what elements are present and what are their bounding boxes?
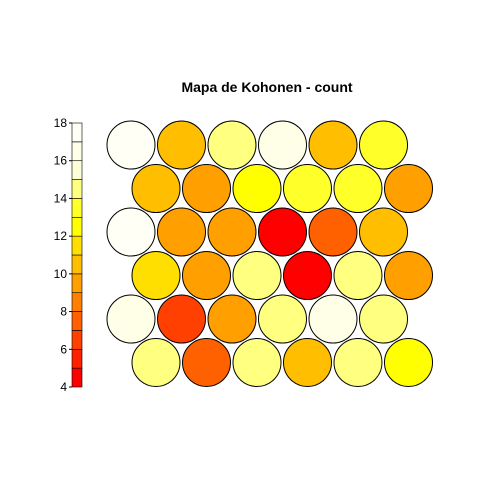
legend-swatch [71, 292, 83, 312]
legend-tick-label: 8 [60, 305, 67, 319]
som-node [232, 164, 282, 213]
som-node [258, 294, 307, 344]
som-node [308, 120, 358, 170]
som-node [283, 338, 332, 387]
som-node [182, 338, 231, 387]
som-node [157, 207, 206, 257]
color-legend [71, 122, 83, 388]
som-node [308, 207, 358, 257]
legend-swatch [71, 122, 83, 143]
legend-tick-label: 6 [60, 342, 67, 356]
legend-swatch [71, 330, 83, 350]
som-node [359, 207, 408, 257]
som-node [157, 120, 206, 170]
legend-tick-label: 18 [54, 116, 68, 130]
som-node [333, 251, 383, 300]
legend-ticks: 4 6 8 10 12 14 16 18 [54, 116, 72, 394]
som-node [333, 338, 383, 387]
legend-tick-label: 10 [54, 267, 68, 281]
som-node [333, 164, 383, 213]
som-node [182, 164, 231, 213]
legend-tick-label: 14 [54, 191, 68, 205]
chart-title: Mapa de Kohonen - count [181, 79, 352, 95]
legend-swatch [71, 367, 83, 388]
legend-swatch [71, 216, 83, 237]
som-node [258, 207, 307, 257]
legend-swatch [71, 254, 83, 275]
som-node [157, 294, 206, 344]
legend-swatch [71, 179, 83, 199]
som-node [283, 164, 332, 213]
som-node [359, 294, 408, 344]
kohonen-grid [106, 120, 433, 387]
som-node [232, 338, 282, 387]
som-node [106, 207, 156, 257]
som-node [283, 251, 332, 300]
legend-swatch [71, 141, 83, 162]
som-node [131, 164, 181, 213]
som-node [106, 294, 156, 344]
legend-tick-label: 4 [60, 380, 67, 394]
legend-swatch [71, 348, 83, 369]
legend-swatch [71, 160, 83, 180]
legend-swatch [71, 311, 83, 331]
som-node [106, 120, 156, 170]
som-node [232, 251, 282, 300]
som-node [384, 251, 433, 300]
som-node [308, 294, 358, 344]
legend-swatch [71, 235, 83, 256]
som-node [207, 294, 257, 344]
som-node [207, 207, 257, 257]
legend-swatch [71, 198, 83, 218]
legend-swatch [71, 273, 83, 294]
som-node [384, 164, 433, 213]
som-node [207, 120, 257, 170]
legend-tick-label: 12 [54, 229, 68, 243]
som-node [131, 338, 181, 387]
som-node [359, 120, 408, 170]
som-node [258, 120, 307, 170]
som-node [182, 251, 231, 300]
legend-tick-label: 16 [54, 154, 68, 168]
som-node [131, 251, 181, 300]
som-node [384, 338, 433, 387]
